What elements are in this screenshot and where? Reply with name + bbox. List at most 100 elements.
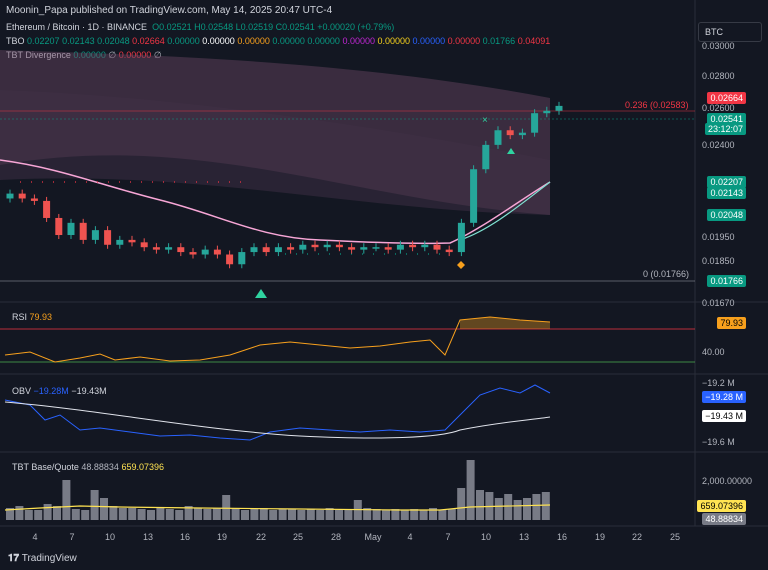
tbo-value: 0.00000 — [342, 36, 378, 46]
candle — [30, 198, 38, 201]
volume-bar — [541, 492, 550, 520]
candle — [360, 247, 368, 250]
time-tick: 16 — [179, 532, 191, 542]
candle — [311, 244, 319, 248]
volume-bar — [476, 490, 484, 520]
price-tick: 0.02600 — [702, 103, 735, 113]
volume-bar — [344, 510, 353, 520]
rsi-legend: RSI 79.93 — [12, 312, 52, 322]
tbo-value: 0.02664 — [132, 36, 168, 46]
logo-icon: 𝟏𝟕 — [8, 553, 20, 564]
time-tick: May — [364, 532, 382, 542]
tbt-label[interactable]: TBT Divergence — [6, 50, 71, 60]
tbo-value: 0.00000 — [307, 36, 343, 46]
candle — [543, 110, 551, 114]
volume-bar — [62, 480, 71, 520]
tbo-value: 0.00000 — [237, 36, 273, 46]
time-tick: 13 — [518, 532, 530, 542]
time-tick: 19 — [594, 532, 606, 542]
time-tick: 10 — [104, 532, 116, 542]
candle — [128, 239, 136, 243]
candle — [250, 247, 258, 253]
ohlc-values: O0.02521 H0.02548 L0.02519 C0.02541 +0.0… — [152, 22, 395, 32]
currency-button[interactable]: BTC — [698, 22, 762, 42]
tbo-value: 0.04091 — [517, 36, 551, 46]
volume-bar — [325, 508, 334, 520]
volume-bar — [447, 509, 456, 520]
volume-bar — [400, 510, 409, 520]
volume-bar — [24, 510, 33, 520]
x-marker: × — [482, 115, 488, 126]
volume-bar — [241, 510, 249, 520]
volume-bar — [250, 509, 259, 520]
candle — [323, 244, 331, 248]
time-tick: 7 — [445, 532, 451, 542]
tbt-bq-legend: TBT Base/Quote 48.88834 659.07396 — [12, 462, 164, 472]
candle — [421, 244, 429, 248]
volume-bar — [391, 509, 400, 520]
volume-bar — [184, 506, 193, 520]
candle — [445, 249, 453, 253]
rsi-label: RSI — [12, 312, 28, 322]
volume-bar — [128, 508, 137, 520]
time-tick: 28 — [330, 532, 342, 542]
diamond-marker — [457, 261, 465, 269]
price-label: 0.02541 — [707, 113, 746, 125]
candle — [274, 247, 282, 253]
candle — [177, 247, 185, 253]
time-tick: 4 — [32, 532, 38, 542]
price-tick: 0.02800 — [702, 71, 735, 81]
volume-bar — [100, 498, 108, 520]
volume-bar — [34, 510, 43, 520]
candle — [384, 247, 392, 250]
price-label: 0.02143 — [707, 187, 746, 199]
tbt-bq-line — [4, 504, 551, 511]
volume-bar — [504, 494, 513, 520]
symbol-legend: Ethereum / Bitcoin · 1D · BINANCE O0.025… — [6, 22, 550, 61]
candle — [372, 247, 380, 249]
time-tick: 16 — [556, 532, 568, 542]
candle — [335, 244, 343, 248]
volume-bar — [81, 510, 90, 520]
candle — [116, 239, 124, 245]
volume-bar — [523, 498, 531, 520]
time-tick: 10 — [480, 532, 492, 542]
time-tick: 13 — [142, 532, 154, 542]
tbt-values: 0.00000 ∅ 0.00000 ∅ — [73, 50, 161, 60]
price-label: 0.02048 — [707, 209, 746, 221]
signal-triangle — [507, 148, 515, 154]
price-tick: 0.01850 — [702, 256, 735, 266]
volume-bar — [382, 510, 390, 520]
tradingview-logo[interactable]: 𝟏𝟕 TradingView — [8, 553, 77, 564]
volume-bar — [363, 508, 372, 520]
candle — [396, 244, 404, 250]
fib-label-top: 0.236 (0.02583) — [625, 100, 689, 110]
volume-bar — [269, 510, 278, 520]
tbt-value: 0.00000 — [73, 50, 109, 60]
volume-bar — [109, 506, 118, 520]
rsi-level: 40.00 — [702, 347, 725, 357]
candle — [189, 252, 197, 255]
tbo-value: 0.02143 — [62, 36, 98, 46]
ma-line-teal — [459, 181, 551, 241]
obv-label: OBV — [12, 386, 32, 396]
tbo-value: 0.00000 — [272, 36, 308, 46]
obv-axis-label-1: −19.28 M — [702, 391, 746, 403]
volume-bar — [438, 510, 447, 520]
candle — [226, 254, 234, 265]
volume-bar — [259, 508, 268, 520]
tbo-label[interactable]: TBO — [6, 36, 25, 46]
candle — [470, 169, 478, 223]
candle — [482, 144, 490, 170]
tbo-values: 0.02207 0.02143 0.02048 0.02664 0.00000 … — [27, 36, 550, 46]
volume-bar — [288, 509, 296, 520]
ma-line-pink — [0, 159, 551, 245]
obv-line — [4, 384, 551, 441]
symbol-name[interactable]: Ethereum / Bitcoin · 1D · BINANCE — [6, 22, 148, 32]
candle — [67, 222, 75, 236]
volume-bar — [372, 509, 381, 520]
volume-bar — [90, 490, 99, 520]
candle — [165, 247, 173, 250]
tbt-bq-axis-label-2: 48.88834 — [702, 513, 746, 525]
time-tick: 4 — [407, 532, 413, 542]
